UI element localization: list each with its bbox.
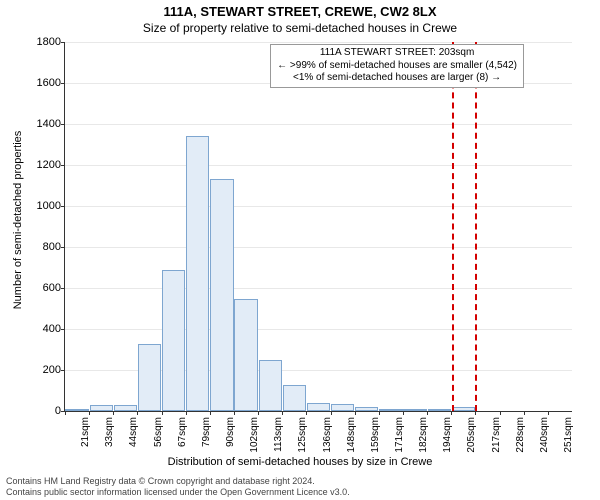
xtick-mark — [234, 411, 235, 415]
histogram-bar — [65, 409, 88, 411]
xtick-label: 136sqm — [322, 417, 333, 453]
xtick-label: 67sqm — [177, 417, 188, 447]
plot-area: 02004006008001000120014001600180021sqm33… — [64, 42, 572, 412]
xtick-label: 113sqm — [273, 417, 284, 452]
ytick-label: 200 — [43, 364, 65, 376]
xtick-label: 251sqm — [563, 417, 574, 453]
xtick-label: 125sqm — [297, 417, 308, 453]
histogram-bar — [428, 409, 451, 411]
xtick-label: 159sqm — [370, 417, 381, 453]
histogram-bar — [162, 270, 185, 411]
xtick-mark — [403, 411, 404, 415]
histogram-bar — [379, 409, 402, 411]
xtick-mark — [186, 411, 187, 415]
xtick-mark — [137, 411, 138, 415]
title-sub: Size of property relative to semi-detach… — [0, 19, 600, 35]
title-main: 111A, STEWART STREET, CREWE, CW2 8LX — [0, 0, 600, 19]
xtick-label: 182sqm — [418, 417, 429, 453]
xtick-mark — [500, 411, 501, 415]
gridline — [65, 247, 572, 248]
y-axis-label: Number of semi-detached properties — [12, 131, 24, 310]
ytick-label: 1200 — [37, 159, 65, 171]
ytick-label: 0 — [55, 405, 65, 417]
marker-line — [452, 42, 454, 411]
gridline — [65, 165, 572, 166]
xtick-label: 44sqm — [128, 417, 139, 447]
ytick-label: 600 — [43, 282, 65, 294]
ytick-label: 1800 — [37, 36, 65, 48]
histogram-bar — [210, 179, 233, 411]
xtick-label: 90sqm — [225, 417, 236, 447]
annotation-line2: ← >99% of semi-detached houses are small… — [277, 60, 517, 73]
xtick-label: 240sqm — [539, 417, 550, 453]
xtick-mark — [282, 411, 283, 415]
footer-line2: Contains public sector information licen… — [6, 487, 594, 498]
xtick-mark — [427, 411, 428, 415]
ytick-label: 400 — [43, 323, 65, 335]
annotation-box: 111A STEWART STREET: 203sqm ← >99% of se… — [270, 44, 524, 88]
histogram-bar — [452, 407, 475, 411]
ytick-label: 1000 — [37, 200, 65, 212]
xtick-label: 33sqm — [104, 417, 115, 447]
xtick-label: 56sqm — [153, 417, 164, 447]
xtick-mark — [355, 411, 356, 415]
xtick-mark — [258, 411, 259, 415]
xtick-mark — [113, 411, 114, 415]
histogram-bar — [114, 405, 137, 411]
xtick-mark — [306, 411, 307, 415]
gridline — [65, 329, 572, 330]
xtick-mark — [210, 411, 211, 415]
xtick-label: 171sqm — [394, 417, 405, 453]
footer-attribution: Contains HM Land Registry data © Crown c… — [6, 476, 594, 498]
ytick-label: 1600 — [37, 77, 65, 89]
gridline — [65, 288, 572, 289]
xtick-label: 228sqm — [515, 417, 526, 453]
xtick-label: 79sqm — [201, 417, 212, 447]
histogram-bar — [331, 404, 354, 411]
histogram-bar — [138, 344, 161, 411]
histogram-bar — [355, 407, 378, 411]
xtick-mark — [65, 411, 66, 415]
xtick-mark — [548, 411, 549, 415]
xtick-mark — [89, 411, 90, 415]
gridline — [65, 42, 572, 43]
gridline — [65, 206, 572, 207]
xtick-mark — [451, 411, 452, 415]
xtick-label: 205sqm — [466, 417, 477, 453]
xtick-label: 102sqm — [249, 417, 260, 453]
xtick-label: 194sqm — [442, 417, 453, 453]
chart-container: 111A, STEWART STREET, CREWE, CW2 8LX Siz… — [0, 0, 600, 500]
xtick-mark — [331, 411, 332, 415]
gridline — [65, 124, 572, 125]
annotation-line3: <1% of semi-detached houses are larger (… — [277, 72, 517, 85]
histogram-bar — [186, 136, 209, 411]
xtick-label: 148sqm — [346, 417, 357, 453]
histogram-bar — [90, 405, 113, 411]
annotation-line1: 111A STEWART STREET: 203sqm — [277, 47, 517, 60]
xtick-mark — [379, 411, 380, 415]
marker-line — [475, 42, 477, 411]
xtick-label: 21sqm — [80, 417, 91, 447]
histogram-bar — [307, 403, 330, 411]
footer-line1: Contains HM Land Registry data © Crown c… — [6, 476, 594, 487]
xtick-label: 217sqm — [491, 417, 502, 453]
histogram-bar — [283, 385, 306, 411]
histogram-bar — [234, 299, 257, 411]
histogram-bar — [259, 360, 282, 411]
xtick-mark — [475, 411, 476, 415]
xtick-mark — [162, 411, 163, 415]
ytick-label: 1400 — [37, 118, 65, 130]
xtick-mark — [524, 411, 525, 415]
x-axis-label: Distribution of semi-detached houses by … — [0, 456, 600, 468]
ytick-label: 800 — [43, 241, 65, 253]
histogram-bar — [403, 409, 426, 411]
